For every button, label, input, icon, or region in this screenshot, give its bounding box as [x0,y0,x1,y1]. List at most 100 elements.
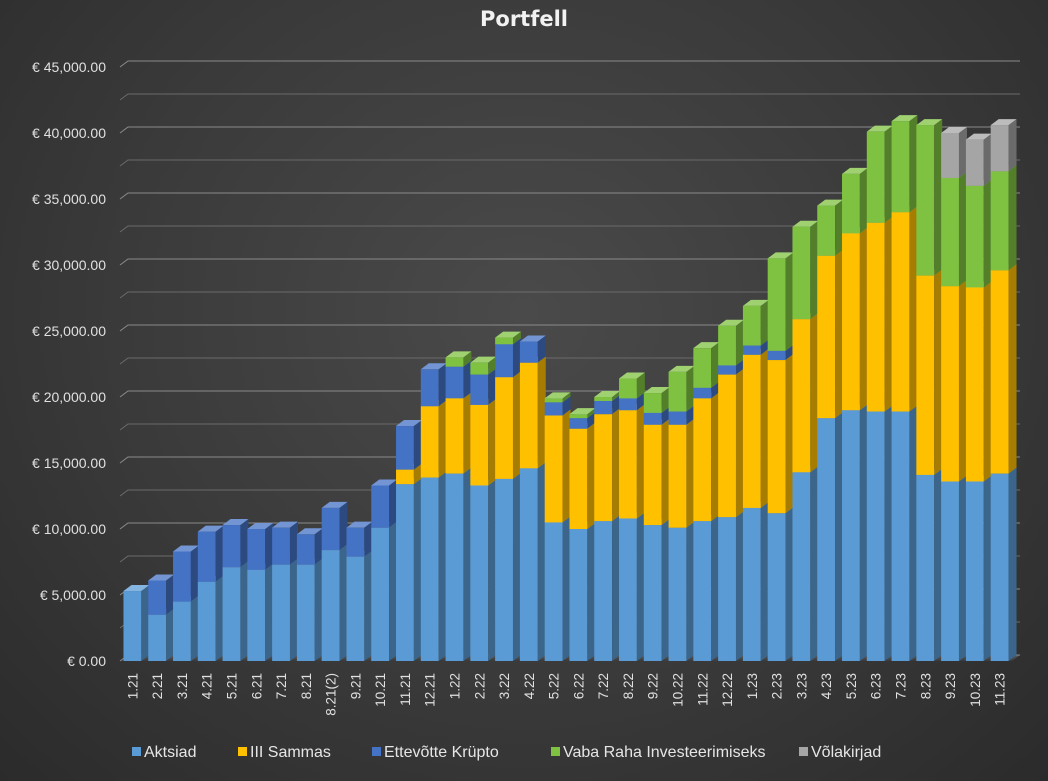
bar-segment [470,404,489,486]
bar-segment [321,550,340,661]
bar-segment-top [594,391,621,397]
bar-segment [916,474,935,661]
bar-segment-side [141,585,150,661]
bar-segment-side [537,462,546,661]
bar-segment-side [859,404,868,661]
bar-segment-side [562,396,571,416]
x-tick-label: 12.21 [423,673,438,707]
x-tick-label: 8.21(2) [324,673,339,716]
bar-segment [668,424,687,528]
bar-segment [420,369,439,407]
bar-stack [519,335,546,661]
x-tick-label: 4.21 [200,673,215,699]
bar-segment-side [884,125,893,223]
bar-segment-side [958,171,967,287]
bar-segment [371,485,390,528]
bar-segment-top [544,392,571,399]
bar-segment [272,564,290,661]
bar-segment-top [470,356,497,363]
bar-segment [668,411,687,425]
bar-segment-side [686,521,695,661]
bar-segment-top [866,125,893,132]
bar-segment [519,362,538,469]
bar-segment-side [463,351,472,367]
bar-stack [742,299,769,661]
y-tick-label: € 10,000.00 [32,521,106,537]
bar-segment [718,325,736,366]
bar-segment-top [693,342,720,349]
bar-segment-top [173,545,199,552]
bar-segment-top [742,299,769,306]
bar-segment-side [686,405,695,425]
bar-segment [544,398,563,403]
bar-segment [619,378,637,399]
bar-segment [148,580,167,615]
legend-swatch [372,747,381,756]
bar-segment [866,411,885,661]
bar-segment-top [792,220,819,227]
bar-stack [668,365,695,661]
bar-segment [470,485,489,661]
bar-segment [445,366,464,399]
bar-stack [470,356,497,661]
bar-segment [965,481,984,661]
bar-segment [371,527,390,661]
bar-segment [619,518,637,661]
bar-segment-side [934,269,943,475]
x-tick-label: 5.22 [547,673,562,699]
bar-segment-top [668,365,695,372]
bar-segment [346,556,365,661]
bar-segment-side [686,365,695,412]
bar-segment-top [619,372,645,379]
bar-stack [296,528,323,661]
bar-segment [693,387,712,399]
bar-segment-top [420,363,447,370]
bar-segment-side [587,422,596,529]
bar-segment-side [512,331,521,345]
bar-segment-side [512,338,521,378]
bar-stack [272,521,298,661]
x-tick-label: 8.23 [918,673,933,699]
x-tick-label: 5.21 [225,673,240,699]
bar-segment [544,402,563,416]
bar-segment-side [661,406,670,425]
bar-segment-side [190,545,199,602]
bar-stack [495,331,521,661]
x-tick-label: 8.21 [299,673,314,699]
bar-stack [866,125,893,661]
bar-segment [693,348,712,388]
bar-segment [916,125,935,276]
bar-segment [891,411,910,661]
legend-swatch [132,747,141,756]
bar-segment-side [934,119,943,276]
x-tick-label: 10.23 [968,673,983,707]
bar-segment-side [785,344,794,361]
bar-segment-side [983,475,992,661]
bar-stack [420,363,447,661]
bar-segment-side [488,356,497,375]
bar-segment [544,415,563,523]
bar-segment-side [760,299,769,346]
bar-segment [445,473,464,661]
legend-label: Vaba Raha Investeerimiseks [563,744,765,761]
bar-segment [767,360,786,514]
x-tick-label: 4.22 [522,673,537,699]
bar-segment-top [916,119,943,126]
bar-segment-side [562,392,571,403]
bar-stack [619,372,645,661]
bar-stack [891,115,918,661]
bar-segment-side [636,512,645,661]
bar-segment-side [587,412,596,429]
bar-segment-side [438,363,447,407]
bar-stack [792,220,819,661]
bar-segment [247,569,266,661]
bar-segment [569,418,588,429]
bar-segment-side [166,608,175,661]
bar-segment-side [909,115,918,213]
bar-segment [272,527,290,565]
bar-segment [767,258,786,351]
bar-segment [396,484,414,661]
bar-segment [643,412,662,425]
bar-segment [817,255,836,419]
